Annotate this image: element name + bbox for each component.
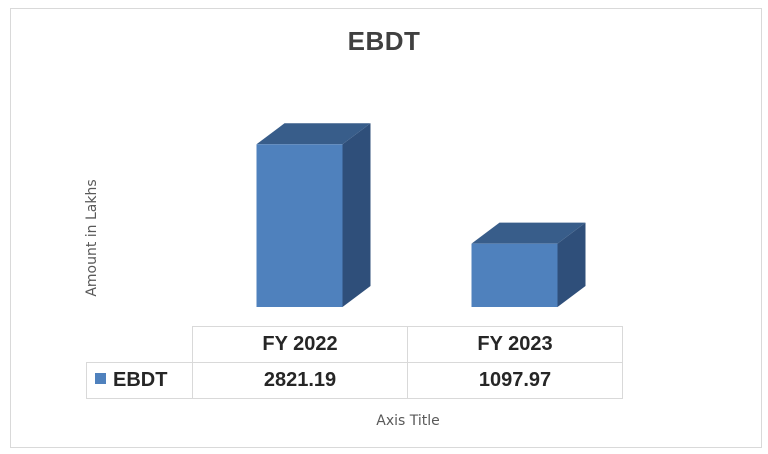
series-name: EBDT bbox=[113, 369, 168, 391]
bar-side-face bbox=[342, 123, 371, 308]
bar-side-face bbox=[557, 222, 586, 307]
data-table-series-row: EBDT 2821.19 1097.97 bbox=[86, 362, 623, 399]
legend-key-icon bbox=[95, 373, 106, 385]
x-axis-title: Axis Title bbox=[376, 413, 440, 429]
data-table-category-fy2023: FY 2023 bbox=[407, 326, 623, 363]
data-table: FY 2022 FY 2023 EBDT 2821.19 1097.97 bbox=[86, 326, 623, 399]
chart-title: EBDT bbox=[347, 26, 421, 56]
data-table-header-row: FY 2022 FY 2023 bbox=[86, 326, 623, 363]
bar-fy-2023 bbox=[471, 222, 586, 307]
bar-top-face bbox=[256, 123, 371, 145]
bar-front-face bbox=[256, 144, 343, 307]
bar-fy-2022 bbox=[256, 123, 371, 308]
data-table-category-fy2022: FY 2022 bbox=[192, 326, 408, 363]
bar-front-face bbox=[471, 243, 558, 307]
bar-top-face bbox=[471, 222, 586, 244]
data-table-value-fy2022: 2821.19 bbox=[192, 362, 408, 399]
data-table-series-label: EBDT bbox=[86, 362, 193, 399]
data-table-corner bbox=[86, 326, 193, 363]
data-table-value-fy2023: 1097.97 bbox=[407, 362, 623, 399]
